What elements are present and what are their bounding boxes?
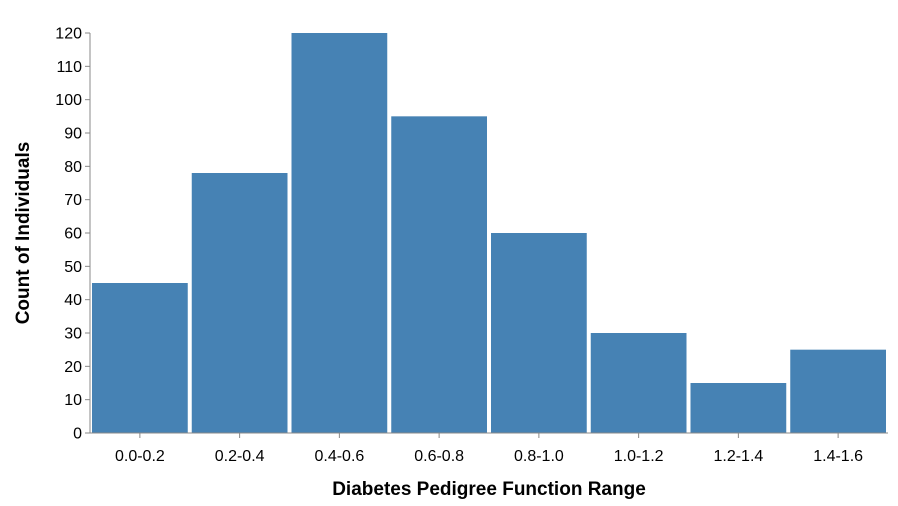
- y-tick-label: 0: [73, 426, 82, 443]
- x-axis: 0.0-0.2 0.2-0.4 0.4-0.6 0.6-0.8 0.8-1.0 1.0-1…: [90, 432, 888, 465]
- bar-0.0-0.2[interactable]: [92, 283, 188, 433]
- y-axis: 0 10 20 30 40 50 60 70 80 90 100 110 120: [55, 26, 91, 443]
- x-tick-label: 0.4-0.6: [314, 448, 364, 465]
- y-tick-label: 80: [64, 159, 82, 176]
- bar-0.2-0.4[interactable]: [191, 173, 288, 433]
- bar-1.0-1.2[interactable]: [590, 333, 687, 433]
- bars-group: [92, 33, 886, 433]
- x-tick-label: 0.8-1.0: [514, 448, 564, 465]
- y-axis-title: Count of Individuals: [13, 142, 34, 325]
- x-tick-label: 1.4-1.6: [813, 448, 863, 465]
- y-tick-label: 50: [64, 259, 82, 276]
- y-tick-label: 20: [64, 359, 82, 376]
- x-tick-label: 0.6-0.8: [414, 448, 464, 465]
- bar-1.2-1.4[interactable]: [690, 383, 787, 433]
- x-tick-label: 1.2-1.4: [713, 448, 763, 465]
- y-tick-label: 100: [55, 92, 82, 109]
- x-tick-label: 1.0-1.2: [614, 448, 664, 465]
- bar-0.4-0.6[interactable]: [291, 33, 388, 433]
- bar-1.4-1.6[interactable]: [790, 349, 886, 433]
- y-tick-label: 10: [64, 392, 82, 409]
- y-tick-label: 90: [64, 126, 82, 143]
- x-tick-label: 0.0-0.2: [115, 448, 165, 465]
- y-tick-label: 120: [55, 26, 82, 43]
- y-tick-label: 30: [64, 326, 82, 343]
- bar-0.8-1.0[interactable]: [491, 233, 587, 433]
- bar-0.6-0.8[interactable]: [391, 116, 487, 433]
- x-tick-label: 0.2-0.4: [215, 448, 265, 465]
- y-tick-label: 70: [64, 192, 82, 209]
- y-tick-label: 110: [56, 59, 82, 76]
- y-tick-label: 40: [64, 292, 82, 309]
- y-tick-label: 60: [64, 226, 82, 243]
- x-axis-title: Diabetes Pedigree Function Range: [332, 479, 646, 500]
